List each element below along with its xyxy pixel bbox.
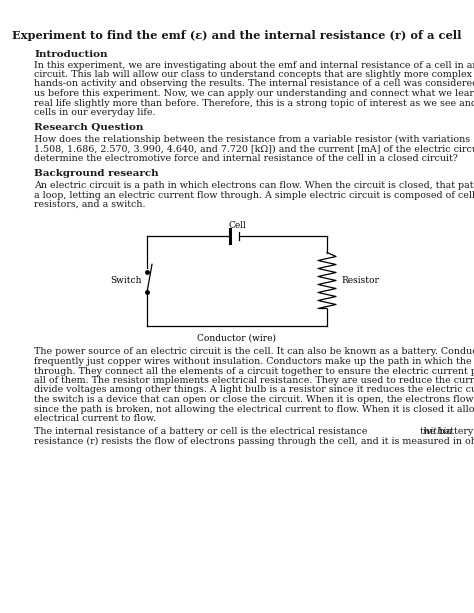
Text: within: within (422, 427, 452, 436)
Text: How does the relationship between the resistance from a variable resistor (with : How does the relationship between the re… (34, 135, 474, 144)
Text: through. They connect all the elements of a circuit together to ensure the elect: through. They connect all the elements o… (34, 367, 474, 376)
Text: us before this experiment. Now, we can apply our understanding and connect what : us before this experiment. Now, we can a… (34, 89, 474, 98)
Text: resistors, and a switch.: resistors, and a switch. (34, 200, 146, 209)
Text: circuit. This lab will allow our class to understand concepts that are slightly : circuit. This lab will allow our class t… (34, 70, 474, 79)
Text: since the path is broken, not allowing the electrical current to flow. When it i: since the path is broken, not allowing t… (34, 405, 474, 414)
Text: Introduction: Introduction (34, 50, 108, 59)
Text: real life slightly more than before. Therefore, this is a strong topic of intere: real life slightly more than before. The… (34, 99, 474, 107)
Text: An electric circuit is a path in which electrons can flow. When the circuit is c: An electric circuit is a path in which e… (34, 181, 474, 190)
Text: The internal resistance of a battery or cell is the electrical resistance: The internal resistance of a battery or … (34, 427, 371, 436)
Text: Experiment to find the emf (ε) and the internal resistance (r) of a cell: Experiment to find the emf (ε) and the i… (12, 30, 462, 41)
Text: Cell: Cell (228, 221, 246, 230)
Text: divide voltages among other things. A light bulb is a resistor since it reduces : divide voltages among other things. A li… (34, 386, 474, 395)
Text: cells in our everyday life.: cells in our everyday life. (34, 108, 155, 117)
Text: electrical current to flow.: electrical current to flow. (34, 414, 156, 423)
Text: hands-on activity and observing the results. The internal resistance of a cell w: hands-on activity and observing the resu… (34, 80, 474, 88)
Text: within: within (422, 427, 452, 436)
Text: determine the electromotive force and internal resistance of the cell in a close: determine the electromotive force and in… (34, 154, 458, 163)
Text: Research Question: Research Question (34, 123, 144, 132)
Text: a loop, letting an electric current flow through. A simple electric circuit is c: a loop, letting an electric current flow… (34, 191, 474, 199)
Text: In this experiment, we are investigating about the emf and internal resistance o: In this experiment, we are investigating… (34, 61, 474, 69)
Text: frequently just copper wires without insulation. Conductors make up the path in : frequently just copper wires without ins… (34, 357, 474, 366)
Text: The power source of an electric circuit is the cell. It can also be known as a b: The power source of an electric circuit … (34, 348, 474, 357)
Text: Switch: Switch (110, 276, 142, 285)
Text: resistance (r) resists the flow of electrons passing through the cell, and it is: resistance (r) resists the flow of elect… (34, 437, 474, 446)
Text: all of them. The resistor implements electrical resistance. They are used to red: all of them. The resistor implements ele… (34, 376, 474, 385)
Text: the switch is a device that can open or close the circuit. When it is open, the : the switch is a device that can open or … (34, 395, 474, 404)
Text: Background research: Background research (34, 169, 159, 178)
Text: 1.508, 1.686, 2.570, 3.990, 4.640, and 7.720 [kΩ]) and the current [mA] of the e: 1.508, 1.686, 2.570, 3.990, 4.640, and 7… (34, 145, 474, 153)
Text: Resistor: Resistor (341, 276, 379, 285)
Text: the battery or cell. The internal: the battery or cell. The internal (417, 427, 474, 436)
Text: Conductor (wire): Conductor (wire) (198, 333, 276, 343)
